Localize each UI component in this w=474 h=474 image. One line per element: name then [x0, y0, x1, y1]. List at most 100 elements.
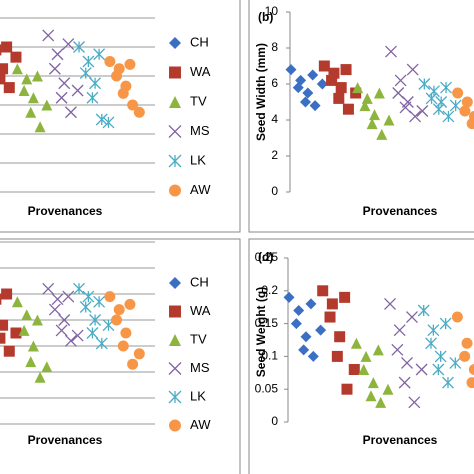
y-axis-label: Seed Weight (g) [254, 287, 268, 377]
panel-label: (b) [258, 10, 273, 24]
point [127, 358, 139, 370]
point [324, 311, 336, 323]
point [358, 364, 370, 376]
point [89, 314, 102, 326]
point [290, 318, 302, 330]
y-tick-label: 0.05 [255, 381, 279, 395]
point [391, 343, 404, 356]
point [93, 295, 106, 308]
point [442, 110, 455, 123]
point [439, 317, 452, 330]
point [127, 99, 139, 111]
panel-frame [0, 0, 241, 233]
point [41, 361, 53, 373]
y-tick-label: 0 [271, 184, 278, 198]
point [293, 304, 305, 316]
point [326, 74, 338, 86]
y-tick-label: 2 [271, 148, 278, 162]
point [51, 48, 64, 61]
point [283, 291, 295, 303]
point [300, 331, 312, 343]
point [1, 41, 13, 53]
point [18, 85, 30, 96]
point [340, 64, 352, 76]
panel-frame [0, 238, 241, 474]
point [169, 419, 181, 432]
point [31, 70, 43, 82]
point [418, 78, 431, 90]
point [305, 298, 317, 310]
point [64, 334, 77, 347]
point [0, 73, 6, 85]
point [435, 96, 448, 108]
point [79, 301, 92, 313]
point [342, 103, 354, 115]
point [79, 67, 92, 80]
point [326, 298, 338, 310]
point [42, 282, 55, 295]
point [124, 298, 136, 310]
point [328, 67, 340, 79]
point [432, 363, 445, 376]
point [1, 288, 13, 300]
point [334, 331, 346, 343]
point [383, 114, 395, 126]
y-tick-label: 4 [271, 112, 278, 126]
panel-label: (d) [258, 250, 273, 264]
point [82, 55, 95, 68]
point [21, 73, 33, 85]
point [21, 309, 33, 321]
point [415, 363, 428, 376]
point [461, 337, 473, 349]
point [398, 376, 411, 389]
point [25, 356, 37, 368]
point [366, 118, 378, 130]
point [73, 41, 85, 53]
point [299, 96, 311, 108]
point [335, 82, 347, 94]
point [0, 63, 9, 75]
y-tick-label: 0.1 [261, 349, 278, 363]
point [385, 45, 397, 58]
point [425, 92, 438, 105]
point [409, 110, 422, 123]
point [55, 91, 68, 104]
point [111, 314, 123, 326]
point [352, 82, 364, 94]
point [10, 51, 22, 63]
panel-frame [248, 0, 474, 233]
point [466, 118, 474, 130]
point [111, 70, 123, 82]
legend-label: CH [190, 34, 209, 49]
point [285, 64, 297, 76]
point [48, 303, 61, 316]
point [434, 350, 447, 363]
legend-label: AW [190, 417, 211, 432]
point [3, 345, 15, 357]
point [95, 337, 108, 350]
point [0, 332, 6, 344]
point [3, 82, 15, 94]
point [406, 311, 418, 323]
point [341, 383, 353, 395]
point [459, 105, 471, 117]
point [427, 324, 440, 337]
point [373, 87, 385, 99]
point [82, 290, 95, 303]
y-tick-label: 0.25 [255, 250, 279, 264]
legend-label: AW [190, 182, 211, 197]
point [18, 324, 30, 336]
point [451, 311, 463, 323]
point [417, 304, 430, 317]
point [315, 324, 327, 336]
point [95, 113, 108, 126]
point [124, 58, 136, 70]
point [133, 106, 145, 118]
point [73, 282, 85, 295]
point [64, 106, 77, 119]
point [133, 348, 145, 360]
point [318, 60, 330, 72]
y-tick-label: 10 [265, 4, 279, 18]
y-tick-label: 6 [271, 76, 278, 90]
